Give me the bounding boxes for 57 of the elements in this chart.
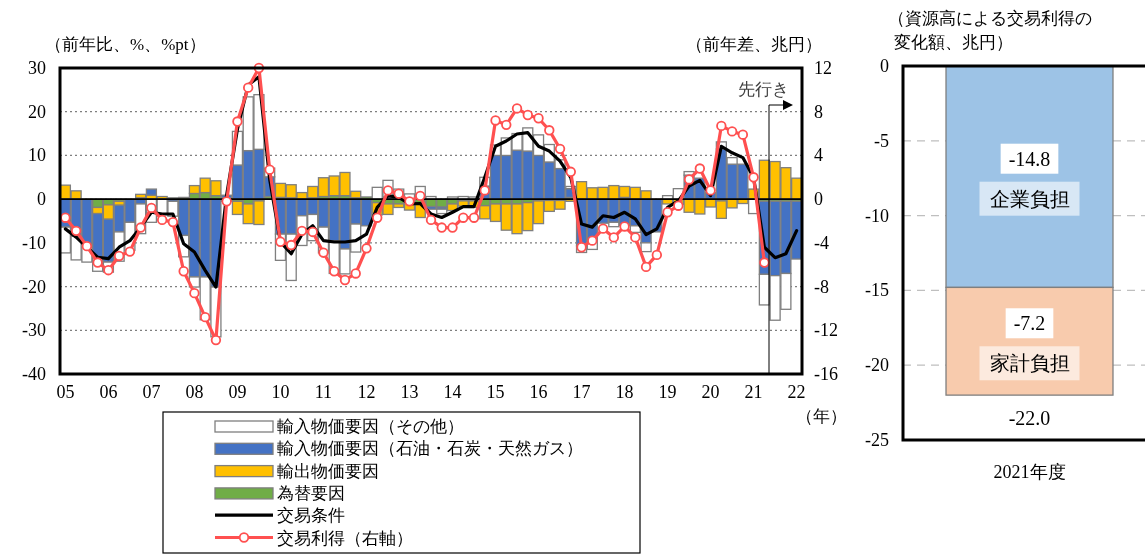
y2-tick-label: 0 [814, 189, 823, 210]
x-tick-label: 22 [787, 382, 806, 402]
y2-tick-label: -12 [814, 320, 838, 341]
x-tick-label: 20 [701, 382, 720, 402]
y-tick-label: -15 [865, 280, 889, 301]
y-tick-label: 0 [37, 189, 46, 210]
x-tick-label: 10 [271, 382, 290, 402]
x-tick-label: 19 [658, 382, 677, 402]
x-tick-label: 09 [228, 382, 247, 402]
x-tick-label: 05 [56, 382, 75, 402]
x-tick-label: 17 [572, 382, 591, 402]
y2-tick-label: 4 [814, 145, 823, 166]
y2-tick-label: -8 [814, 276, 829, 297]
x-tick-label: 16 [529, 382, 548, 402]
x-tick-label: 06 [99, 382, 118, 402]
x-tick-label: 18 [615, 382, 634, 402]
legend-label: 交易利得（右軸） [277, 528, 413, 548]
legend-label: 輸出物価要因 [277, 461, 379, 481]
x-tick-label: 07 [142, 382, 161, 402]
y-axis-title: （資源高による交易利得の変化額、兆円） [888, 9, 1092, 52]
x-tick-label: 21 [744, 382, 763, 402]
x-tick-label: 2021年度 [993, 462, 1066, 482]
x-tick-label: 15 [486, 382, 505, 402]
y-tick-label: -10 [865, 205, 889, 226]
y2-tick-label: 12 [814, 58, 832, 78]
total-label: -22.0 [1008, 407, 1051, 430]
x-tick-label: 11 [314, 382, 333, 402]
y-axis-title: （前年比、%、%pt） [45, 35, 206, 54]
x-tick-label: 12 [357, 382, 376, 402]
y-tick-label: 0 [880, 56, 889, 76]
legend-label: 輸入物価要因（石油・石炭・天然ガス） [277, 439, 583, 459]
legend-label: 交易条件 [277, 506, 345, 526]
y-tick-label: -5 [874, 130, 889, 151]
x-tick-label: 08 [185, 382, 204, 402]
x-tick-label: 14 [443, 382, 462, 402]
y2-tick-label: -16 [814, 364, 838, 384]
y-tick-label: -40 [22, 364, 46, 384]
y-tick-label: 20 [28, 101, 46, 122]
y-tick-label: -30 [22, 320, 46, 341]
y-tick-label: -25 [865, 430, 889, 450]
data-label: -7.2 [1013, 312, 1046, 335]
legend-label: 輸入物価要因（その他） [277, 417, 464, 436]
x-axis-title: （年） [796, 407, 847, 426]
y-tick-label: 10 [28, 145, 46, 166]
y2-tick-label: -4 [814, 232, 829, 253]
y2-axis-title: （前年差、兆円） [686, 35, 822, 54]
x-tick-label: 13 [400, 382, 419, 402]
data-label: -14.8 [1008, 147, 1051, 170]
annotation: 先行き [737, 80, 789, 99]
series-label: 企業負担 [989, 186, 1070, 211]
y-tick-label: 30 [28, 58, 46, 78]
y-tick-label: -10 [22, 232, 46, 253]
series-label: 家計負担 [989, 351, 1070, 376]
legend-label: 為替要因 [277, 483, 345, 503]
y-tick-label: -20 [865, 355, 889, 376]
y-tick-label: -20 [22, 276, 46, 297]
y2-tick-label: 8 [814, 101, 823, 122]
